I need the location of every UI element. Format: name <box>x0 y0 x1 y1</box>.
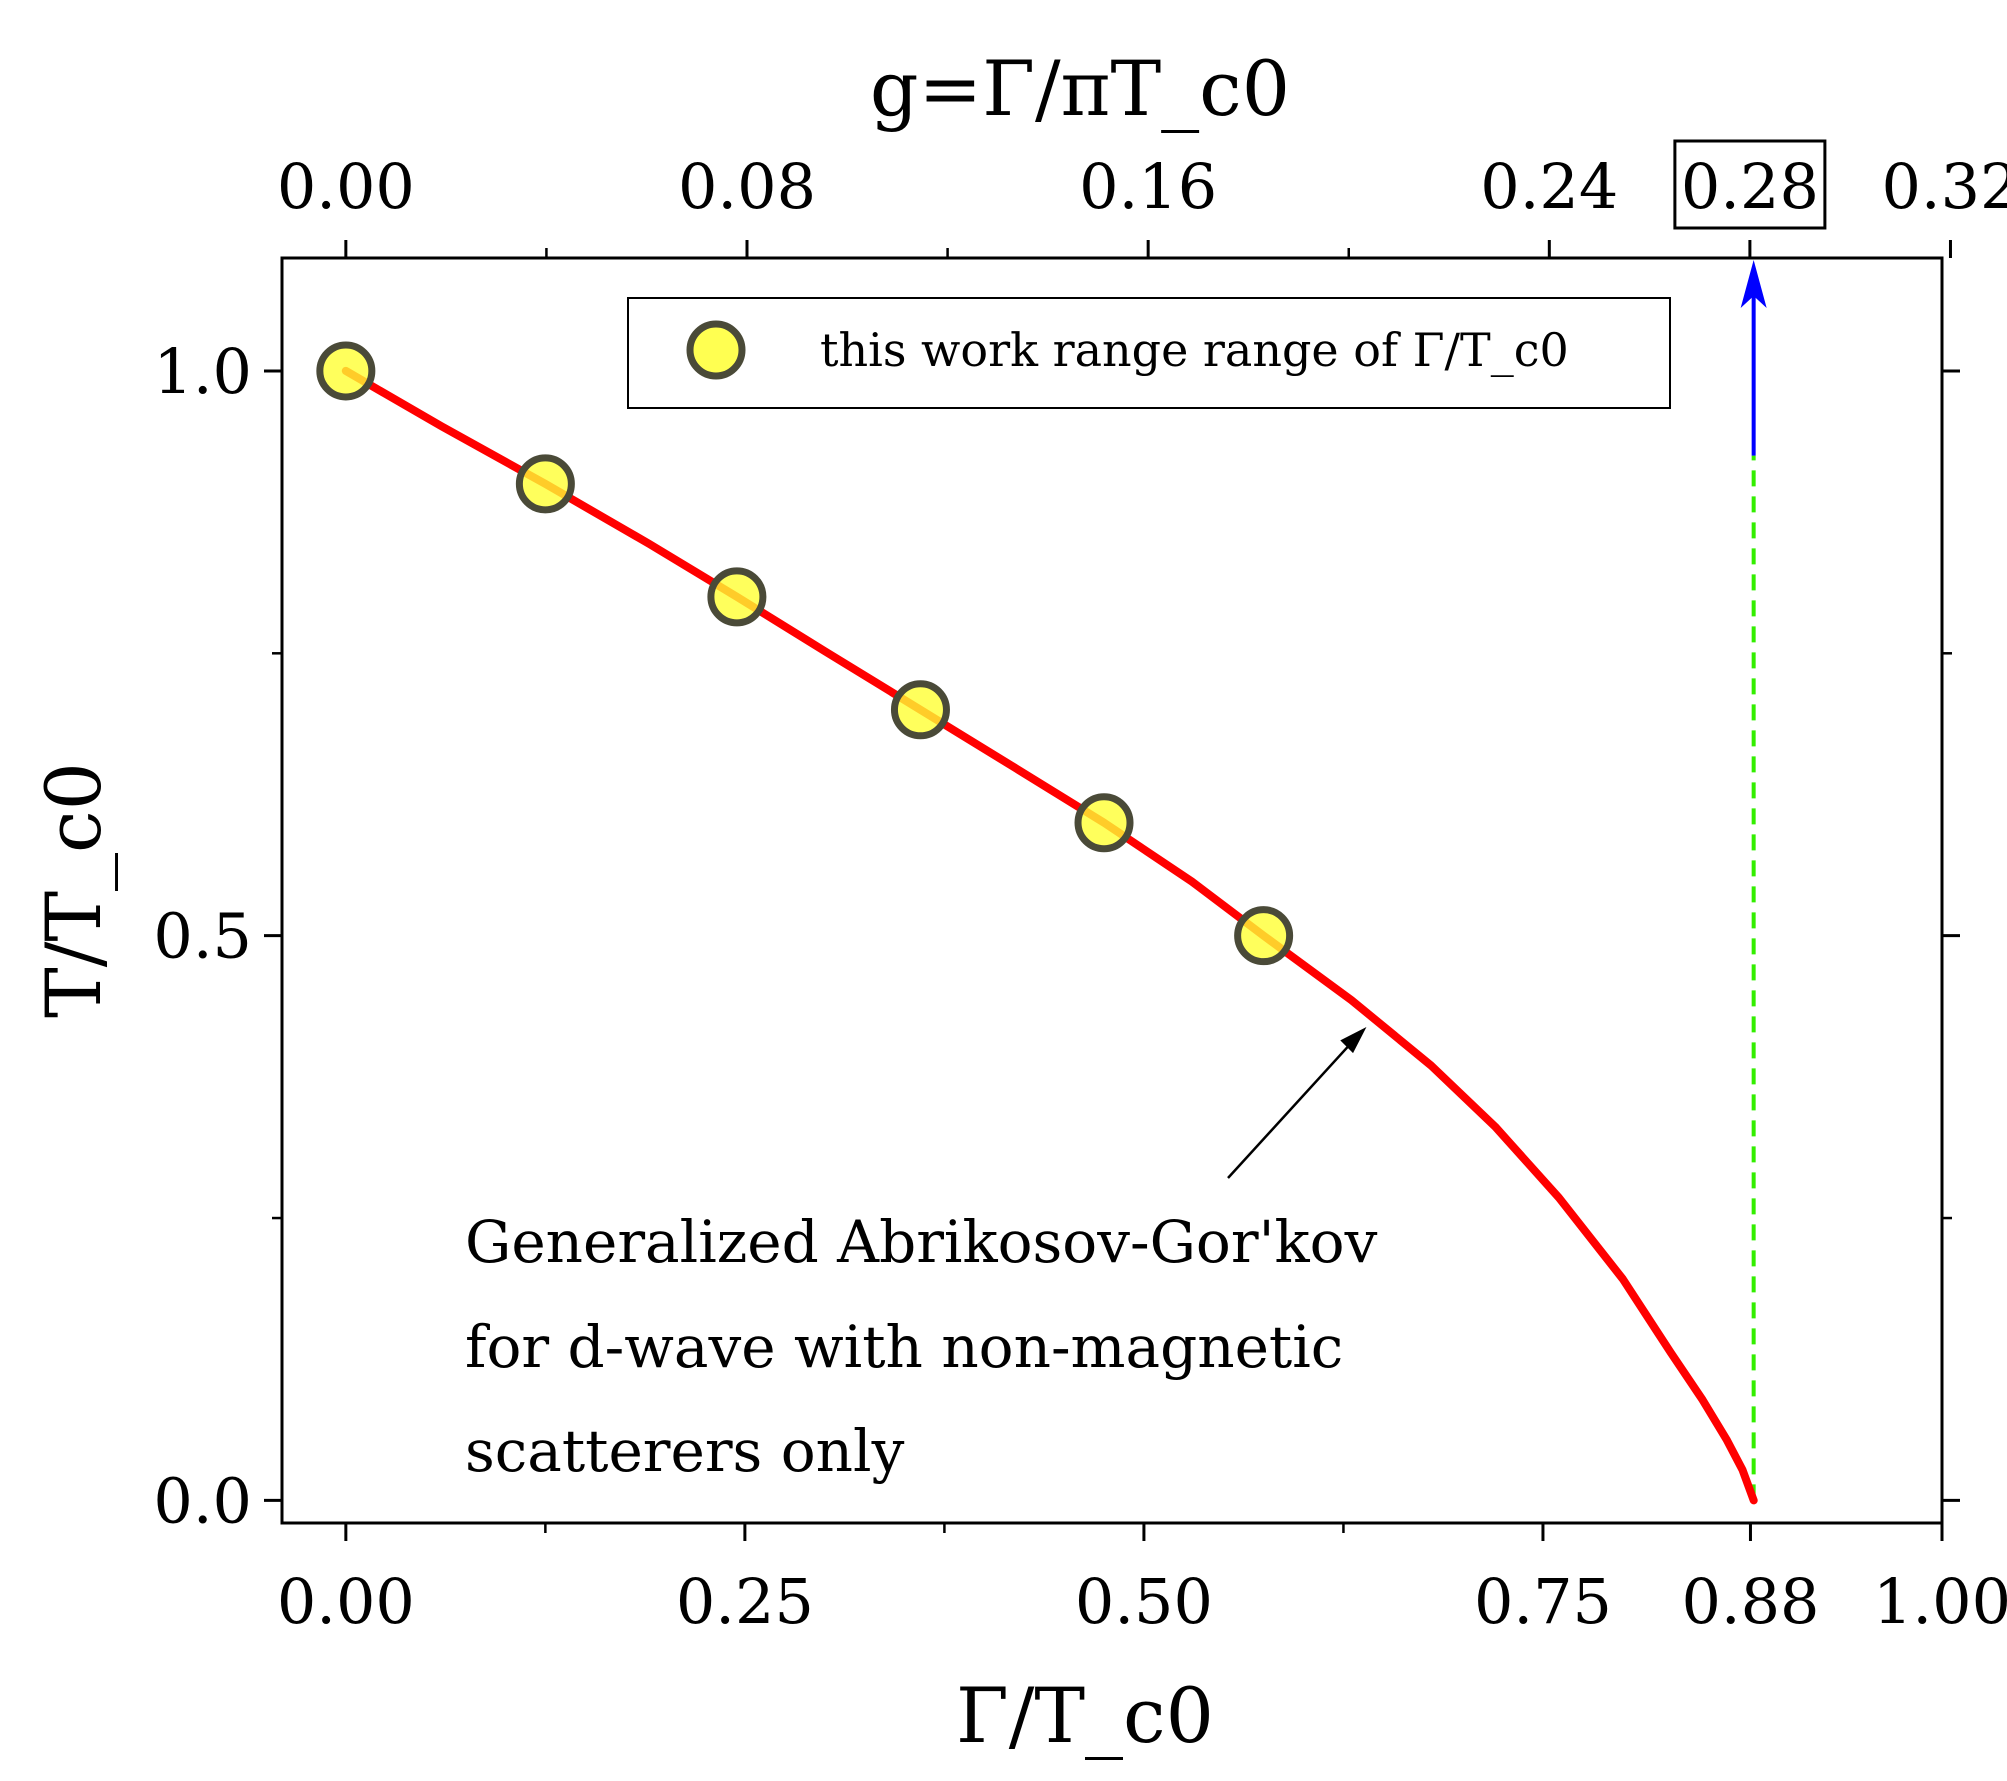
top-tick-label-0: 0.00 <box>277 150 415 223</box>
top-tick-label-4: 0.28 <box>1681 150 1819 223</box>
x-tick-label-5: 1.00 <box>1873 1565 2007 1638</box>
x-tick-label-2: 0.50 <box>1075 1565 1213 1638</box>
critical-arrow-head <box>1740 260 1767 308</box>
legend-label: this work range range of Γ/T_c0 <box>820 323 1569 377</box>
top-tick-highlight-box <box>1673 139 1827 230</box>
data-point-0 <box>316 341 376 401</box>
data-point-3 <box>890 680 950 740</box>
annotation: Generalized Abrikosov-Gor'kov for d-wave… <box>465 1026 1378 1485</box>
y-tick-label-2: 1.0 <box>153 335 252 408</box>
axis-tick-labels: 0.00 0.25 0.50 0.75 0.88 1.00 0.00 0.08 0.16 0.24… <box>153 150 2007 1638</box>
legend-marker <box>686 320 746 380</box>
data-point-1 <box>515 454 575 514</box>
legend: this work range range of Γ/T_c0 <box>627 297 1671 409</box>
annotation-line-2: for d-wave with non-magnetic <box>465 1313 1343 1381</box>
y-axis-title: T/T_c0 <box>29 762 118 1018</box>
series-points-this-work <box>316 341 1294 966</box>
y-tick-label-1: 0.5 <box>153 900 252 973</box>
top-x-axis-title: g=Γ/πT_c0 <box>870 44 1290 133</box>
x-axis-title: Γ/T_c0 <box>956 1671 1214 1760</box>
data-point-4 <box>1074 793 1134 853</box>
top-tick-label-3: 0.24 <box>1480 150 1618 223</box>
top-tick-label-2: 0.16 <box>1079 150 1217 223</box>
plot-frame <box>280 256 1944 1525</box>
data-point-5 <box>1234 906 1294 966</box>
x-tick-label-1: 0.25 <box>676 1565 814 1638</box>
axis-ticks <box>264 240 1960 1541</box>
top-tick-label-1: 0.08 <box>678 150 816 223</box>
legend-box <box>627 297 1671 409</box>
annotation-line-1: Generalized Abrikosov-Gor'kov <box>465 1208 1378 1276</box>
y-tick-label-0: 0.0 <box>153 1464 252 1537</box>
top-tick-label-5: 0.32 <box>1881 150 2007 223</box>
x-tick-label-4: 0.88 <box>1681 1565 1819 1638</box>
annotation-arrow-head <box>1340 1026 1367 1054</box>
annotation-arrow <box>1227 1033 1361 1179</box>
data-point-2 <box>707 567 767 627</box>
x-tick-label-0: 0.00 <box>277 1565 415 1638</box>
annotation-line-3: scatterers only <box>465 1417 905 1485</box>
x-tick-label-3: 0.75 <box>1474 1565 1612 1638</box>
